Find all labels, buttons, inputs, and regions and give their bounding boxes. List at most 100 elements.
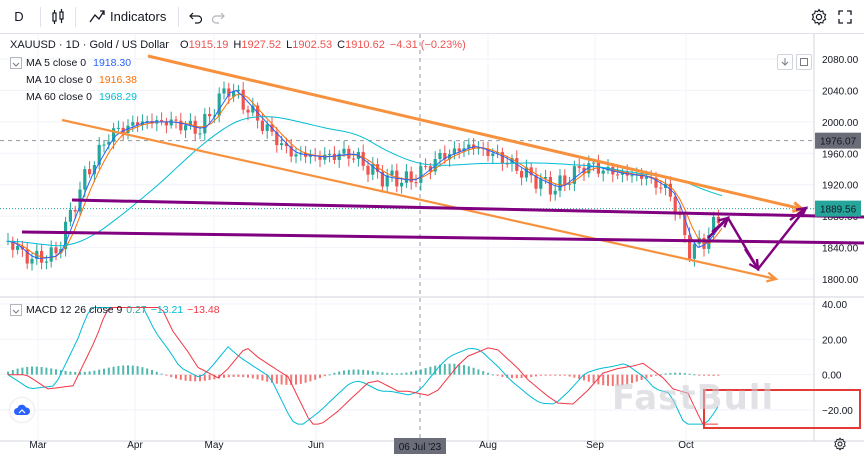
settings-button[interactable] <box>806 5 832 29</box>
candle-body <box>208 113 212 117</box>
price-tick-label: 1920.00 <box>822 181 859 192</box>
interval-button[interactable]: D <box>14 9 24 24</box>
macd-histogram-bar <box>319 374 321 378</box>
time-tick-label: Mar <box>29 440 47 451</box>
macd-histogram-bar <box>376 371 379 375</box>
candle-body <box>342 148 346 154</box>
macd-histogram-bar <box>69 371 72 375</box>
eye-icon[interactable] <box>10 57 22 69</box>
macd-histogram-bar <box>83 371 86 375</box>
macd-histogram-bar <box>607 374 609 386</box>
ma5-value: 1918.30 <box>93 57 132 69</box>
candle-body <box>222 88 226 94</box>
candle-body <box>577 166 581 168</box>
ma10-legend[interactable]: MA 10 close 0 1916.38 <box>10 74 140 86</box>
macd-histogram-bar <box>285 374 288 385</box>
macd-legend[interactable]: MACD 12 26 close 9 0.27 −13.21 −13.48 <box>10 304 220 316</box>
candle-body <box>64 221 68 249</box>
cloud-button[interactable] <box>10 398 34 422</box>
macd-histogram-bar <box>674 372 677 375</box>
candle-body <box>553 190 557 195</box>
macd-histogram-bar <box>146 368 149 375</box>
candle-body <box>390 170 394 176</box>
gear-icon <box>834 437 846 451</box>
indicators-button[interactable]: Indicators <box>82 5 172 29</box>
ma60-legend[interactable]: MA 60 close 0 1968.29 <box>10 91 140 103</box>
macd-histogram-bar <box>79 372 81 375</box>
macd-histogram-bar <box>467 366 470 375</box>
axis-settings-button[interactable] <box>830 434 850 454</box>
candle-body <box>280 143 284 146</box>
candle-body <box>457 148 461 152</box>
macd-histogram-bar <box>261 374 264 381</box>
candle-body <box>505 163 509 165</box>
symbol-title[interactable]: XAUUSD · 1D · Gold / US Dollar <box>10 39 169 51</box>
macd-histogram-bar <box>170 374 173 378</box>
candle-body <box>275 131 279 146</box>
candle-body <box>486 149 490 157</box>
restore-button[interactable] <box>796 54 812 70</box>
candle-body <box>97 144 101 166</box>
macd-histogram-bar <box>299 374 302 384</box>
macd-histogram-bar <box>362 369 365 375</box>
candle-body <box>568 183 572 185</box>
high-value: 1927.52 <box>241 39 282 51</box>
low-value: 1902.53 <box>292 39 333 51</box>
macd-histogram-bar <box>429 366 432 375</box>
candle-body <box>68 209 72 222</box>
projection-arrow-1-head <box>718 216 730 228</box>
candle-body <box>112 128 116 142</box>
macd-histogram-bar <box>338 371 341 375</box>
macd-histogram-bar <box>448 363 451 375</box>
chart-background <box>0 34 864 458</box>
chart-canvas[interactable]: 2080.00 2040.00 2000.00 1960.00 1920.00 1880.… <box>0 34 864 458</box>
chart-type-button[interactable] <box>47 5 69 29</box>
redo-button[interactable] <box>207 5 229 29</box>
resistance-line <box>71 198 864 219</box>
candle-body <box>616 174 620 176</box>
scale-down-button[interactable] <box>777 54 793 70</box>
candle-body <box>419 166 423 183</box>
candle-body <box>500 152 504 164</box>
macd-histogram-bar <box>511 374 513 379</box>
candle-body <box>198 133 202 135</box>
candle-body <box>44 261 48 263</box>
time-tick-label: Sep <box>586 440 604 451</box>
macd-histogram-bar <box>271 374 273 383</box>
macd-histogram-bar <box>616 374 619 386</box>
candle-body <box>592 162 596 164</box>
macd-histogram-bar <box>578 374 581 379</box>
macd-histogram-bar <box>664 373 667 375</box>
macd-histogram-bar <box>520 374 523 379</box>
macd-histogram-bar <box>381 372 384 375</box>
projection-arrow-2 <box>743 248 760 270</box>
candle-body <box>443 153 447 160</box>
close-label: C <box>337 39 346 51</box>
chart-area[interactable]: 2080.00 2040.00 2000.00 1960.00 1920.00 1880.… <box>0 34 864 458</box>
candle-body <box>424 166 428 168</box>
restore-icon <box>800 58 808 66</box>
macd-histogram-bar <box>434 365 437 375</box>
macd-histogram-bar <box>472 367 475 375</box>
macd-histogram-bar <box>712 374 715 376</box>
macd-histogram-bar <box>11 370 14 375</box>
candle-body <box>25 249 29 264</box>
open-value: 1915.19 <box>188 39 229 51</box>
macd-histogram-bar <box>208 374 211 381</box>
macd-histogram-bar <box>496 374 499 376</box>
macd-histogram-bar <box>443 364 446 375</box>
fullscreen-button[interactable] <box>832 5 858 29</box>
macd-histogram-bar <box>631 374 633 384</box>
undo-button[interactable] <box>185 5 207 29</box>
candle-body <box>692 243 696 259</box>
candle-body <box>428 166 432 172</box>
ma5-legend[interactable]: MA 5 close 0 1918.30 <box>10 57 134 69</box>
candle-body <box>131 122 135 126</box>
macd-histogram-bar <box>568 374 571 377</box>
candle-body <box>400 182 404 187</box>
macd-histogram-bar <box>64 371 67 375</box>
eye-icon[interactable] <box>10 304 22 316</box>
macd-histogram-bar <box>415 370 417 375</box>
candle-body <box>712 216 716 235</box>
macd-histogram-bar <box>328 374 331 376</box>
